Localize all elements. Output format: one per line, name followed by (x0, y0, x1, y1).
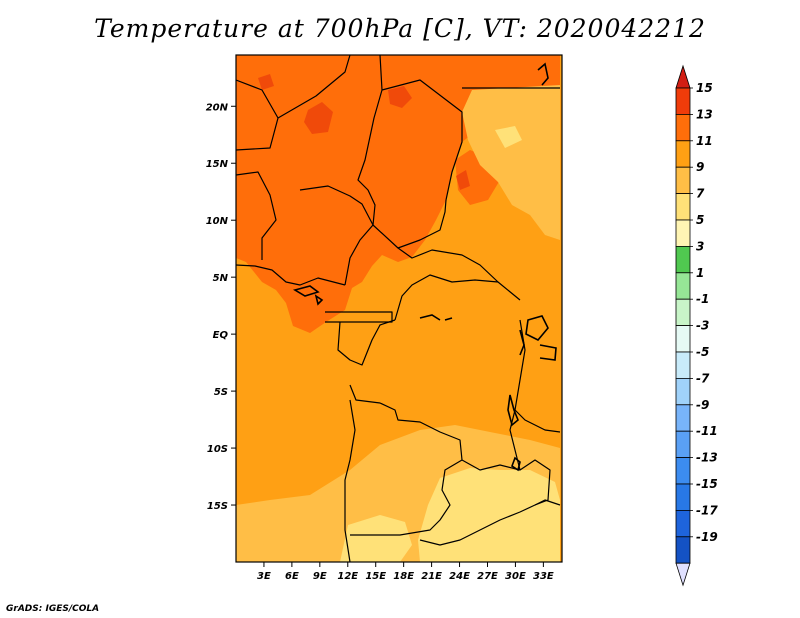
lon-tick-label: 12E (337, 571, 358, 582)
colorbar-label: 13 (696, 107, 713, 121)
colorbar-swatch (675, 140, 691, 168)
colorbar-swatch (675, 298, 691, 327)
colorbar-label: 5 (696, 213, 704, 227)
colorbar-label: 7 (696, 187, 705, 201)
field-13-15-b (388, 86, 412, 108)
lat-tick-label: 10N (206, 216, 229, 227)
colorbar-swatch (675, 87, 691, 115)
colorbar-swatch (675, 457, 691, 485)
lat-tick-label: 15N (206, 159, 229, 170)
colorbar-label: -5 (696, 345, 709, 359)
lon-tick-label: 27E (477, 571, 498, 582)
colorbar: 15 13 11 9 7 5 3 1 -1 -3 -5 -7 -9 -11 -13 -15 -17 -19 (675, 64, 718, 587)
colorbar-swatch (675, 193, 691, 221)
map-frame (235, 54, 563, 563)
colorbar-swatch (675, 114, 691, 142)
colorbar-label: 15 (696, 81, 713, 95)
field-7-9-west (236, 540, 275, 562)
colorbar-label: 1 (696, 266, 704, 280)
field-5-7-sw (340, 515, 412, 562)
colorbar-label: -13 (696, 451, 718, 465)
lon-tick-label: 15E (365, 571, 386, 582)
field-5-7-south (418, 468, 560, 562)
grads-credit: GrADS: IGES/COLA (6, 604, 100, 614)
colorbar-label: -19 (696, 530, 718, 544)
colorbar-over-arrow (675, 64, 691, 89)
colorbar-label: -11 (696, 424, 718, 438)
colorbar-swatch (675, 483, 691, 511)
colorbar-label: 3 (696, 239, 704, 253)
colorbar-swatch (675, 404, 691, 432)
lon-tick-label: 3E (257, 571, 271, 582)
lon-tick-label: 9E (313, 571, 327, 582)
colorbar-swatch (675, 245, 691, 274)
colorbar-swatch (675, 377, 691, 406)
lat-tick-label: 10S (207, 444, 228, 455)
lon-tick-label: 21E (421, 571, 442, 582)
temperature-field (236, 55, 562, 562)
field-13-15-d (456, 170, 470, 190)
colorbar-swatch (675, 430, 691, 459)
colorbar-swatch (675, 166, 691, 194)
colorbar-swatch (675, 509, 691, 538)
colorbar-label: -9 (696, 398, 709, 412)
colorbar-label: -7 (696, 371, 710, 385)
country-borders (236, 55, 561, 562)
colorbar-swatch (675, 325, 691, 353)
colorbar-under-arrow (675, 562, 691, 587)
colorbar-swatch (675, 272, 691, 300)
field-7-9-east (462, 85, 560, 240)
lon-tick-label: 33E (533, 571, 554, 582)
lon-tick-label: 30E (505, 571, 526, 582)
colorbar-label: -3 (696, 319, 709, 333)
colorbar-label: 9 (696, 160, 704, 174)
colorbar-swatch (675, 536, 691, 564)
map-title: Temperature at 700hPa [C], VT: 202004221… (94, 14, 706, 43)
lon-tick-label: 18E (393, 571, 414, 582)
field-5-7-ne (495, 126, 522, 148)
lat-tick-label: 5S (214, 387, 228, 398)
lon-tick-label: 24E (449, 571, 470, 582)
map-axes: 3E 6E 9E 12E 15E 18E 21E 24E 27E 30E 33E 20N 15N 10N 5… (206, 102, 554, 582)
colorbar-label: -1 (696, 292, 709, 306)
lon-tick-label: 6E (285, 571, 299, 582)
lat-tick-label: 5N (213, 273, 229, 284)
lat-tick-label: 15S (207, 501, 228, 512)
colorbar-swatch (675, 219, 691, 247)
colorbar-label: 11 (696, 134, 713, 148)
colorbar-label: -15 (696, 477, 718, 491)
field-13-15-a (304, 102, 333, 134)
lakes-and-coast (292, 62, 557, 472)
colorbar-swatch (675, 351, 691, 379)
field-13-15-c (258, 74, 274, 90)
colorbar-label: -17 (696, 503, 718, 517)
lat-tick-label: EQ (213, 330, 229, 341)
lat-tick-label: 20N (206, 102, 229, 113)
